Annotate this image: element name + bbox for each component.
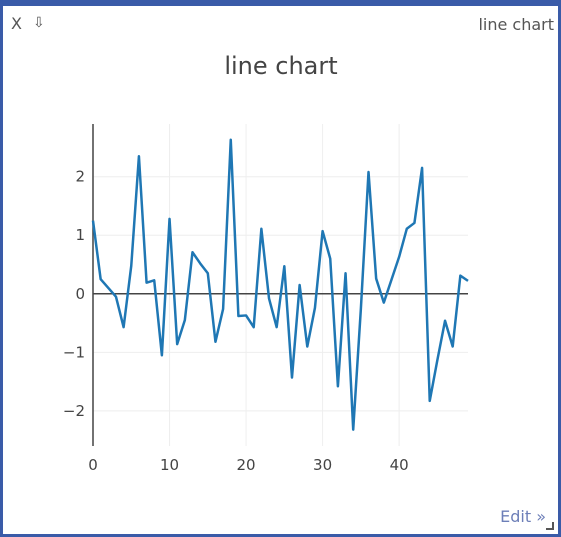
grid	[93, 124, 468, 446]
collapse-icon[interactable]: ⇩	[33, 15, 45, 31]
series-layer	[91, 138, 469, 431]
edit-link[interactable]: Edit »	[500, 507, 546, 526]
panel-title: line chart	[478, 15, 554, 34]
y-tick-label-4: −2	[63, 402, 85, 420]
y-tick-label-2: 0	[75, 285, 85, 303]
y-tick-label-3: −1	[63, 343, 85, 361]
x-tick-label-3: 30	[313, 456, 332, 474]
series-line-0	[91, 138, 469, 431]
y-tick-label-1: 1	[75, 226, 85, 244]
axes	[92, 124, 468, 446]
x-tick-label-2: 20	[237, 456, 256, 474]
resize-handle[interactable]	[546, 522, 554, 530]
x-tick-label-4: 40	[390, 456, 409, 474]
x-tick-label-0: 0	[88, 456, 98, 474]
close-button[interactable]: X	[11, 14, 22, 33]
chart-title: line chart	[224, 52, 337, 80]
x-tick-label-1: 10	[160, 456, 179, 474]
y-tick-label-0: 2	[75, 168, 85, 186]
